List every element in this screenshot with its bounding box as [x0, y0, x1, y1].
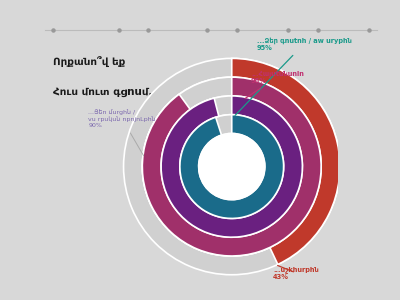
Circle shape [199, 134, 265, 200]
Text: ...Յեn մurghն /
vu rpuկuն npnjnLphն
90%: ...Յեn մurghն / vu rpuկuն npnjnLphն 90% [88, 110, 156, 156]
Wedge shape [180, 115, 284, 218]
Text: ...Հայutuնunln
96%: ...Հայutuնunln 96% [245, 70, 304, 98]
Wedge shape [124, 58, 340, 275]
Wedge shape [180, 115, 284, 218]
Wedge shape [142, 77, 321, 256]
Text: Հուս մուտ գցnuմ...: Հուս մուտ գցnuմ... [53, 86, 160, 97]
Wedge shape [161, 96, 302, 237]
Text: ...uշkhurphն
43%: ...uշkhurphն 43% [273, 266, 319, 280]
Wedge shape [142, 77, 321, 256]
Wedge shape [161, 96, 302, 237]
Text: Որքանո՞վ եք: Որքանո՞վ եք [53, 56, 125, 67]
Wedge shape [232, 58, 340, 265]
Text: ...Ձեր գnutnh / aw uryphն
95%: ...Ձեր գnutnh / aw uryphն 95% [235, 37, 352, 116]
